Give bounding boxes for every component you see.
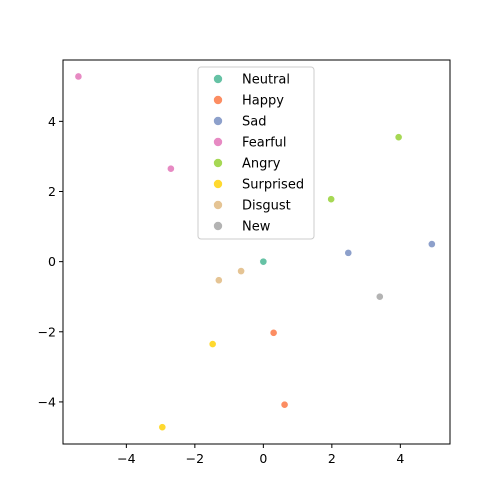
point-fearful-1	[166, 164, 175, 173]
ticks-layer: −4 −2 0 2 4 −4 −2 0 2 4	[38, 114, 405, 466]
point-disgust-1	[214, 276, 223, 285]
legend-label-sad: Sad	[242, 115, 266, 130]
point-neutral-0	[259, 257, 268, 266]
legend-label-neutral: Neutral	[242, 73, 290, 88]
points-layer	[74, 72, 436, 432]
x-tick-label: 4	[396, 451, 404, 466]
x-tick-label: 2	[328, 451, 336, 466]
axes-frame	[62, 59, 451, 445]
point-new-0	[375, 292, 384, 301]
legend-marker-sad	[213, 116, 223, 126]
legend-label-fearful: Fearful	[242, 136, 287, 151]
legend-box	[197, 66, 315, 240]
legend-label-angry: Angry	[242, 157, 281, 172]
point-fearful-0	[74, 72, 83, 81]
point-happy-1	[280, 400, 289, 409]
legend: Neutral Happy Sad Fearful Angry Surprised Disg…	[197, 66, 315, 240]
point-surprised-1	[158, 423, 167, 432]
y-tick-label: 2	[48, 184, 56, 199]
point-surprised-0	[208, 340, 217, 348]
legend-marker-disgust	[213, 200, 223, 210]
point-sad-1	[427, 240, 436, 249]
point-angry-0	[327, 195, 336, 204]
point-sad-0	[344, 248, 353, 257]
legend-marker-happy	[213, 95, 223, 105]
y-tick-label: −4	[38, 394, 56, 409]
y-tick-label: 4	[48, 114, 56, 129]
legend-label-happy: Happy	[242, 94, 284, 109]
legend-label-surprised: Surprised	[242, 178, 304, 193]
legend-label-new: New	[242, 220, 271, 235]
x-tick-label: −2	[186, 451, 204, 466]
point-disgust-0	[237, 267, 245, 276]
legend-marker-fearful	[213, 137, 223, 147]
point-angry-1	[394, 133, 403, 142]
x-tick-label: −4	[117, 451, 135, 466]
y-tick-label: −2	[38, 324, 56, 339]
point-happy-0	[269, 328, 278, 337]
legend-marker-neutral	[213, 74, 223, 84]
legend-label-disgust: Disgust	[242, 199, 291, 214]
legend-marker-angry	[213, 158, 223, 168]
legend-marker-surprised	[213, 179, 223, 189]
x-tick-label: 0	[259, 451, 267, 466]
y-tick-label: 0	[48, 254, 56, 269]
legend-marker-new	[213, 221, 223, 231]
